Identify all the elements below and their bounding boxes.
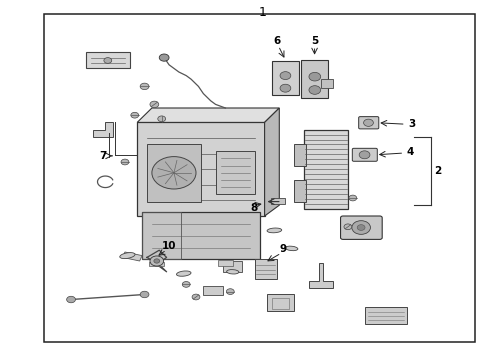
Bar <box>301 60 328 98</box>
Circle shape <box>359 151 370 159</box>
Bar <box>272 61 299 95</box>
Circle shape <box>344 224 352 230</box>
Text: 5: 5 <box>311 36 318 46</box>
Bar <box>44 14 475 342</box>
Bar <box>223 261 242 272</box>
Polygon shape <box>309 263 333 288</box>
Text: 6: 6 <box>273 36 280 46</box>
Text: 3: 3 <box>408 119 415 129</box>
Bar <box>142 212 260 259</box>
Polygon shape <box>122 252 142 261</box>
Bar <box>294 180 306 202</box>
Bar <box>218 260 233 266</box>
Ellipse shape <box>176 271 191 276</box>
Bar <box>294 144 306 166</box>
Polygon shape <box>86 52 130 68</box>
Circle shape <box>150 256 164 266</box>
Circle shape <box>280 72 291 80</box>
Circle shape <box>67 296 75 303</box>
Bar <box>147 144 201 202</box>
Circle shape <box>280 84 291 92</box>
Bar <box>321 79 333 88</box>
Bar <box>365 307 407 324</box>
Ellipse shape <box>227 270 239 274</box>
Circle shape <box>309 72 320 81</box>
FancyBboxPatch shape <box>341 216 382 239</box>
Circle shape <box>104 58 112 63</box>
Circle shape <box>121 159 129 165</box>
Ellipse shape <box>120 253 135 258</box>
Bar <box>203 286 223 295</box>
Circle shape <box>182 282 190 287</box>
Bar <box>304 130 348 209</box>
Circle shape <box>150 101 159 108</box>
Text: 10: 10 <box>162 240 176 251</box>
Circle shape <box>192 294 200 300</box>
Polygon shape <box>137 108 279 122</box>
Text: 7: 7 <box>99 151 107 161</box>
Bar <box>142 212 181 259</box>
Circle shape <box>154 259 160 263</box>
Circle shape <box>140 291 149 298</box>
Circle shape <box>364 119 373 126</box>
Text: 8: 8 <box>250 203 257 213</box>
Circle shape <box>309 86 320 94</box>
Bar <box>137 122 265 216</box>
FancyBboxPatch shape <box>352 148 377 161</box>
FancyBboxPatch shape <box>359 117 379 129</box>
Circle shape <box>152 157 196 189</box>
Circle shape <box>158 116 166 122</box>
Polygon shape <box>265 108 279 216</box>
Text: 1: 1 <box>258 6 266 19</box>
Bar <box>271 198 285 204</box>
Text: 2: 2 <box>434 166 441 176</box>
Circle shape <box>352 221 370 234</box>
Bar <box>149 262 164 266</box>
Text: 9: 9 <box>280 244 287 254</box>
Bar <box>255 259 277 279</box>
Bar <box>272 298 289 309</box>
Circle shape <box>131 112 139 118</box>
Bar <box>216 151 255 194</box>
Circle shape <box>226 289 234 294</box>
Circle shape <box>159 54 169 61</box>
Circle shape <box>357 225 365 230</box>
Bar <box>267 294 294 311</box>
Polygon shape <box>93 122 113 137</box>
Circle shape <box>349 195 357 201</box>
Ellipse shape <box>285 246 298 251</box>
Text: 4: 4 <box>407 147 415 157</box>
Ellipse shape <box>267 228 282 233</box>
Circle shape <box>140 83 149 90</box>
